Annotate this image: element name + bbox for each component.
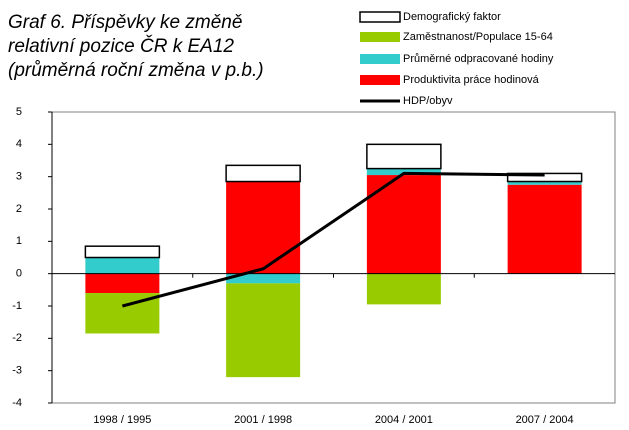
bar bbox=[226, 181, 301, 274]
bar bbox=[366, 143, 442, 170]
legend-swatch bbox=[360, 54, 400, 64]
bar bbox=[226, 273, 301, 284]
bar bbox=[225, 164, 301, 183]
legend-label: Produktivita práce hodinová bbox=[403, 74, 540, 86]
bar bbox=[85, 273, 160, 294]
y-tick-label: -2 bbox=[12, 332, 22, 344]
y-tick-label: 5 bbox=[16, 106, 22, 118]
bar bbox=[507, 181, 582, 185]
legend-swatch bbox=[359, 11, 401, 23]
y-tick-label: 4 bbox=[16, 138, 22, 150]
x-tick-label: 2007 / 2004 bbox=[516, 414, 574, 426]
legend-label: Průměrné odpracované hodiny bbox=[403, 53, 554, 65]
legend-swatch bbox=[360, 32, 400, 42]
bar bbox=[226, 283, 301, 378]
legend-label: Zaměstnanost/Populace 15-64 bbox=[403, 31, 553, 43]
y-tick-label: -4 bbox=[12, 397, 22, 409]
bar bbox=[84, 245, 161, 259]
bar bbox=[507, 184, 582, 274]
legend-swatch bbox=[360, 75, 400, 85]
y-tick-label: 2 bbox=[16, 203, 22, 215]
legend-label: HDP/obyv bbox=[403, 95, 453, 107]
y-tick-label: -3 bbox=[12, 365, 22, 377]
y-tick-label: 1 bbox=[16, 235, 22, 247]
bar bbox=[366, 168, 441, 176]
chart-title: (průměrná roční změna v p.b.) bbox=[8, 60, 264, 81]
bar bbox=[506, 172, 583, 183]
y-tick-label: 3 bbox=[16, 171, 22, 183]
x-tick-label: 1998 / 1995 bbox=[93, 414, 151, 426]
x-tick-label: 2004 / 2001 bbox=[375, 414, 433, 426]
y-tick-label: 0 bbox=[16, 268, 22, 280]
bar bbox=[85, 257, 160, 274]
bar bbox=[366, 273, 441, 305]
x-tick-label: 2001 / 1998 bbox=[234, 414, 292, 426]
chart-title: Graf 6. Příspěvky ke změně bbox=[8, 12, 242, 33]
legend-label: Demografický faktor bbox=[403, 11, 501, 23]
line-series bbox=[121, 171, 545, 308]
y-tick-label: -1 bbox=[12, 300, 22, 312]
chart-title: relativní pozice ČR k EA12 bbox=[8, 35, 234, 57]
